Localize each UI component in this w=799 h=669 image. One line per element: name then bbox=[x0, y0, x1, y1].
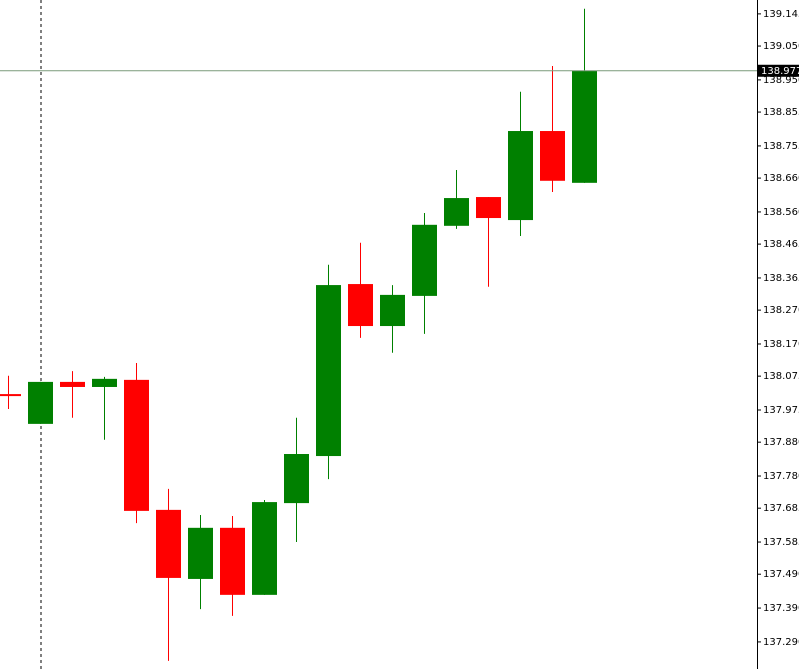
y-tick-label: 139.145 bbox=[763, 9, 799, 20]
candle-body bbox=[412, 224, 437, 296]
candle-body bbox=[60, 381, 85, 387]
candle-body bbox=[124, 379, 149, 511]
y-tick-label: 137.880 bbox=[763, 437, 799, 448]
current-price-label: 138.977 bbox=[761, 66, 799, 77]
y-tick-label: 138.560 bbox=[763, 207, 799, 218]
candle-body bbox=[0, 394, 21, 397]
y-tick-label: 138.465 bbox=[763, 239, 799, 250]
candle-body bbox=[252, 502, 277, 595]
candle-body bbox=[348, 284, 373, 327]
candle-body bbox=[444, 198, 469, 226]
y-tick-label: 138.855 bbox=[763, 107, 799, 118]
y-tick-label: 138.755 bbox=[763, 141, 799, 152]
candle-body bbox=[572, 70, 597, 183]
y-tick-label: 137.490 bbox=[763, 569, 799, 580]
candle-body bbox=[28, 381, 53, 424]
y-tick-label: 138.270 bbox=[763, 305, 799, 316]
y-tick-label: 137.780 bbox=[763, 471, 799, 482]
candle-body bbox=[92, 378, 117, 387]
y-tick-label: 137.585 bbox=[763, 537, 799, 548]
candle-body bbox=[220, 527, 245, 595]
y-tick-label: 138.365 bbox=[763, 273, 799, 284]
y-tick-label: 138.170 bbox=[763, 339, 799, 350]
current-price-box bbox=[758, 64, 799, 77]
y-tick-label: 139.050 bbox=[763, 41, 799, 52]
y-tick-label: 137.685 bbox=[763, 503, 799, 514]
candle-body bbox=[476, 197, 501, 219]
y-tick-label: 138.075 bbox=[763, 371, 799, 382]
candle-body bbox=[508, 131, 533, 221]
candle-body bbox=[188, 527, 213, 579]
y-tick-label: 137.290 bbox=[763, 637, 799, 648]
y-tick-label: 138.660 bbox=[763, 173, 799, 184]
y-tick-label: 137.390 bbox=[763, 603, 799, 614]
y-tick-label: 138.950 bbox=[763, 75, 799, 86]
candle-body bbox=[316, 285, 341, 457]
candle-body bbox=[284, 454, 309, 504]
candle-body bbox=[380, 294, 405, 327]
y-tick-label: 137.975 bbox=[763, 405, 799, 416]
candle-body bbox=[156, 509, 181, 578]
candle-body bbox=[540, 131, 565, 181]
